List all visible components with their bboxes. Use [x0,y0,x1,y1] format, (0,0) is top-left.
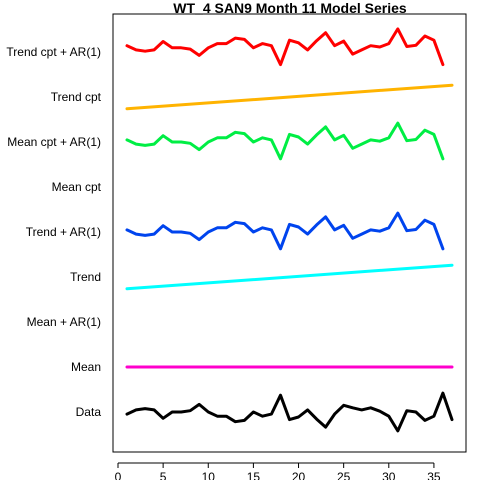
row-label-trend-ar-1: Trend + AR(1) [26,225,101,239]
row-label-mean: Mean [71,360,101,374]
row-label-trend-cpt: Trend cpt [51,90,102,104]
series-line-trend [125,263,454,291]
series-line-mean-cpt-ar-1 [125,121,445,161]
series-line-trend-cpt-ar-1 [125,27,445,67]
row-labels: Trend cpt + AR(1) Trend cpt Mean cpt + AR(… [6,45,101,419]
chart-title: WT_4 SAN9 Month 11 Model Series [173,0,407,16]
row-label-trend: Trend [70,270,101,284]
x-tick-label-15: 15 [247,470,261,480]
x-tick-label-0: 0 [115,470,122,480]
series-line-trend-ar-1 [125,211,445,251]
x-axis: 0 5 10 15 20 25 30 35 [115,462,441,480]
row-label-trend-cpt-ar-1: Trend cpt + AR(1) [6,45,101,59]
x-tick-label-30: 30 [382,470,396,480]
x-tick-label-5: 5 [160,470,167,480]
x-tick-label-10: 10 [202,470,216,480]
row-label-mean-ar-1: Mean + AR(1) [27,315,101,329]
x-tick-label-20: 20 [292,470,306,480]
plot-frame [112,13,467,453]
series-layer [125,27,454,433]
series-line-data [125,391,454,433]
series-line-trend-cpt [125,83,454,111]
row-label-mean-cpt: Mean cpt [52,180,102,194]
x-tick-label-35: 35 [427,470,441,480]
row-label-data: Data [76,405,102,419]
row-label-mean-cpt-ar-1: Mean cpt + AR(1) [7,135,101,149]
x-tick-label-25: 25 [337,470,351,480]
